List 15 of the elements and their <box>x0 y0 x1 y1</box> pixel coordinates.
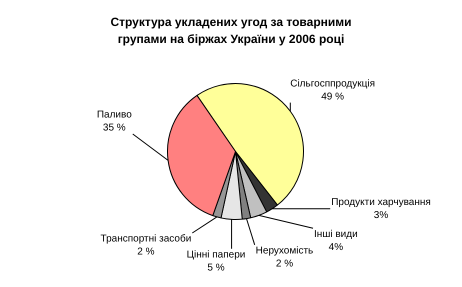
slice-label: Транспортні засоби <box>100 234 192 245</box>
data-label: 3% <box>374 210 388 222</box>
slice-label: Паливо <box>96 110 132 121</box>
slice-label: Нерухомість <box>256 246 314 257</box>
slice-label: Сільгосппродукція <box>290 78 376 90</box>
data-label: 35 % <box>102 122 126 134</box>
data-label: 4% <box>328 242 344 254</box>
data-label: 5 % <box>207 262 225 274</box>
chart-title: Структура укладених угод за товарними групами на біржах України у 2006 році <box>109 14 353 48</box>
slice-label: Інші види <box>314 229 358 240</box>
data-label: 49 % <box>321 91 344 102</box>
data-label: 2 % <box>137 246 155 258</box>
slice-label: Продукти харчування <box>331 197 431 208</box>
data-label: 2 % <box>276 258 294 270</box>
slice-label: Цінні папери <box>186 250 246 261</box>
